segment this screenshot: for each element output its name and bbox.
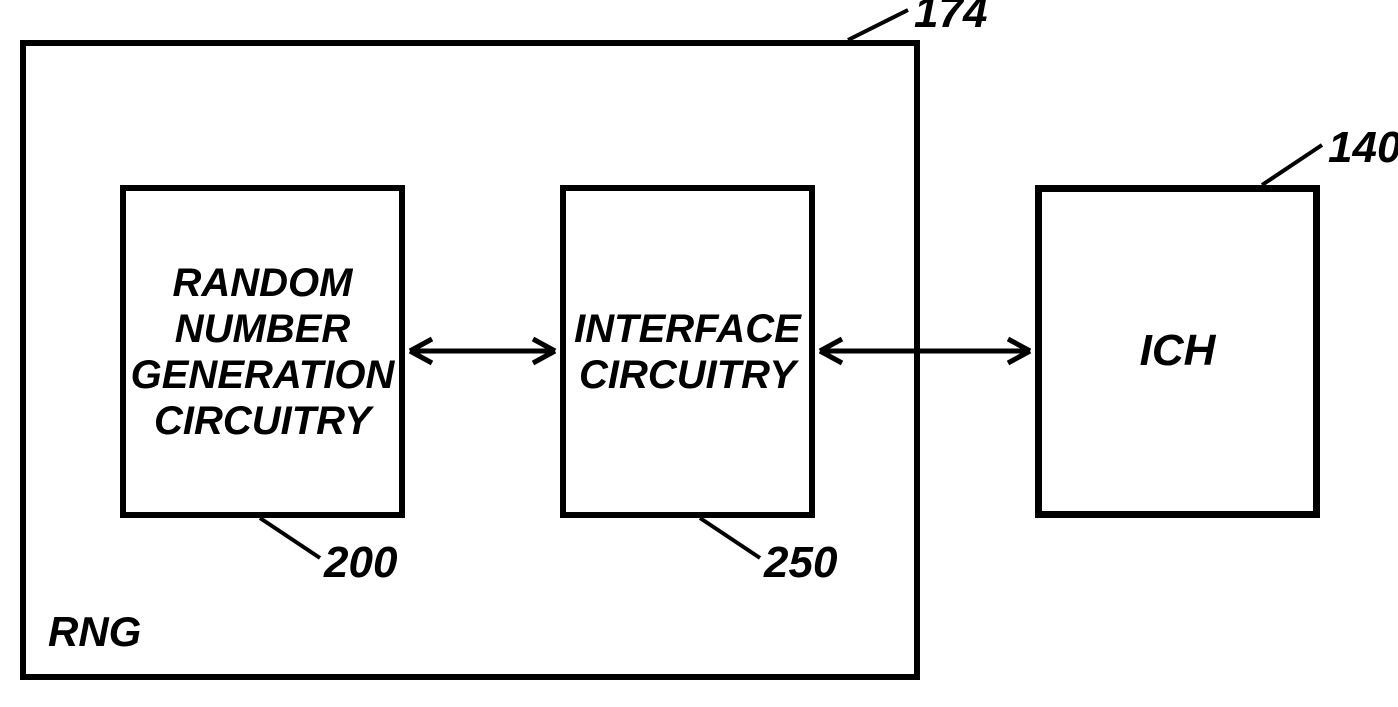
rng-circuitry-ref: 200 xyxy=(324,538,397,588)
diagram-canvas: RNG 174 RANDOM NUMBER GENERATION CIRCUIT… xyxy=(0,0,1398,707)
interface-circuitry-box: INTERFACE CIRCUITRY xyxy=(560,185,815,518)
rng-circuitry-label: RANDOM NUMBER GENERATION CIRCUITRY xyxy=(131,260,395,444)
ich-ref: 140 xyxy=(1328,123,1398,173)
rng-container-ref: 174 xyxy=(914,0,987,38)
rng-container-label: RNG xyxy=(48,608,141,656)
ich-label: ICH xyxy=(1140,326,1216,377)
ich-box: ICH xyxy=(1035,185,1320,518)
rng-circuitry-box: RANDOM NUMBER GENERATION CIRCUITRY xyxy=(120,185,405,518)
interface-circuitry-label: INTERFACE CIRCUITRY xyxy=(574,306,801,398)
interface-circuitry-ref: 250 xyxy=(764,538,837,588)
